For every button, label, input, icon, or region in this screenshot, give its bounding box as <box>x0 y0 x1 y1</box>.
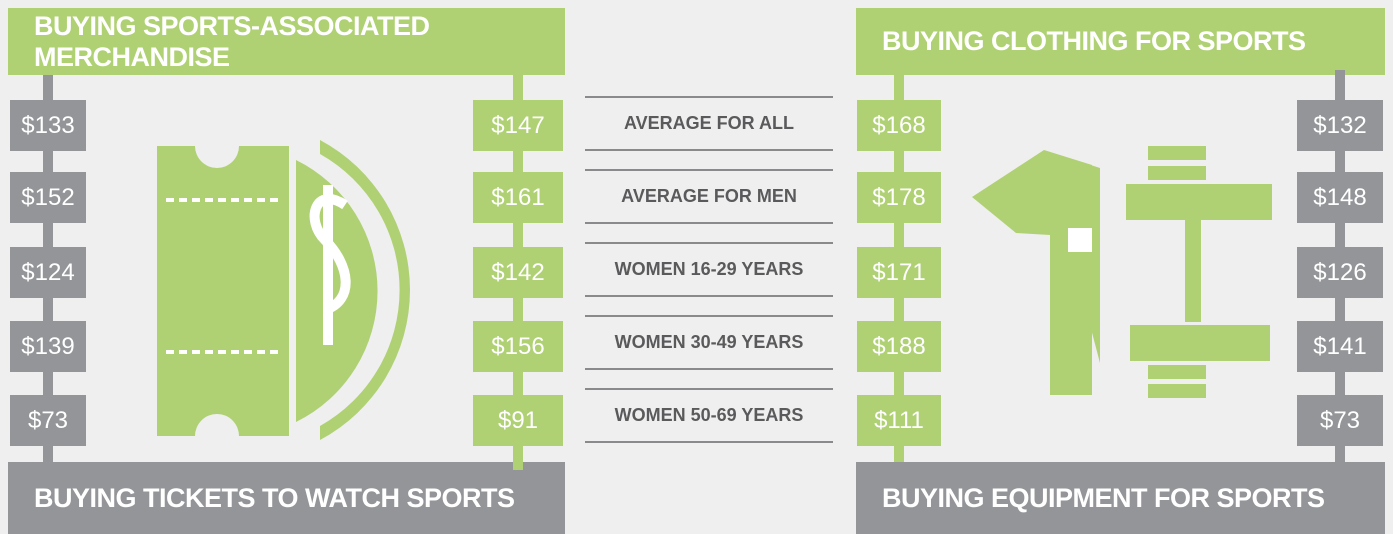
value-label: $148 <box>1297 172 1383 223</box>
value-label: $132 <box>1297 100 1383 151</box>
value-label: $73 <box>10 395 86 446</box>
value-label: $133 <box>10 100 86 151</box>
value-label: $139 <box>10 321 86 372</box>
value-label: $161 <box>473 172 563 223</box>
value-label: $142 <box>473 247 563 298</box>
category-label: AVERAGE FOR MEN <box>585 169 833 224</box>
shirt-icon <box>972 150 1100 395</box>
value-label: $156 <box>473 321 563 372</box>
value-label: $152 <box>10 172 86 223</box>
value-label: $91 <box>473 395 563 446</box>
shirt-pocket <box>1068 228 1092 252</box>
value-label: $178 <box>857 172 941 223</box>
value-label: $188 <box>857 321 941 372</box>
panel-title: BUYING EQUIPMENT FOR SPORTS <box>856 462 1385 534</box>
category-label: WOMEN 30-49 YEARS <box>585 315 833 370</box>
value-label: $141 <box>1297 321 1383 372</box>
value-label: $126 <box>1297 247 1383 298</box>
category-label: WOMEN 16-29 YEARS <box>585 242 833 297</box>
category-label: AVERAGE FOR ALL <box>585 96 833 151</box>
value-label: $171 <box>857 247 941 298</box>
ticket-dashes <box>166 198 278 354</box>
value-label: $124 <box>10 247 86 298</box>
value-label: $168 <box>857 100 941 151</box>
panel-title: BUYING SPORTS-ASSOCIATED MERCHANDISE <box>8 8 565 75</box>
value-label: $111 <box>857 395 941 446</box>
value-label: $147 <box>473 100 563 151</box>
panel-title: BUYING CLOTHING FOR SPORTS <box>856 8 1385 75</box>
value-label: $73 <box>1297 395 1383 446</box>
panel-title: BUYING TICKETS TO WATCH SPORTS <box>8 462 565 534</box>
dollar-sign <box>309 185 351 345</box>
category-label: WOMEN 50-69 YEARS <box>585 388 833 443</box>
ticket-icon <box>157 140 411 440</box>
dumbbell-icon <box>1126 146 1272 398</box>
